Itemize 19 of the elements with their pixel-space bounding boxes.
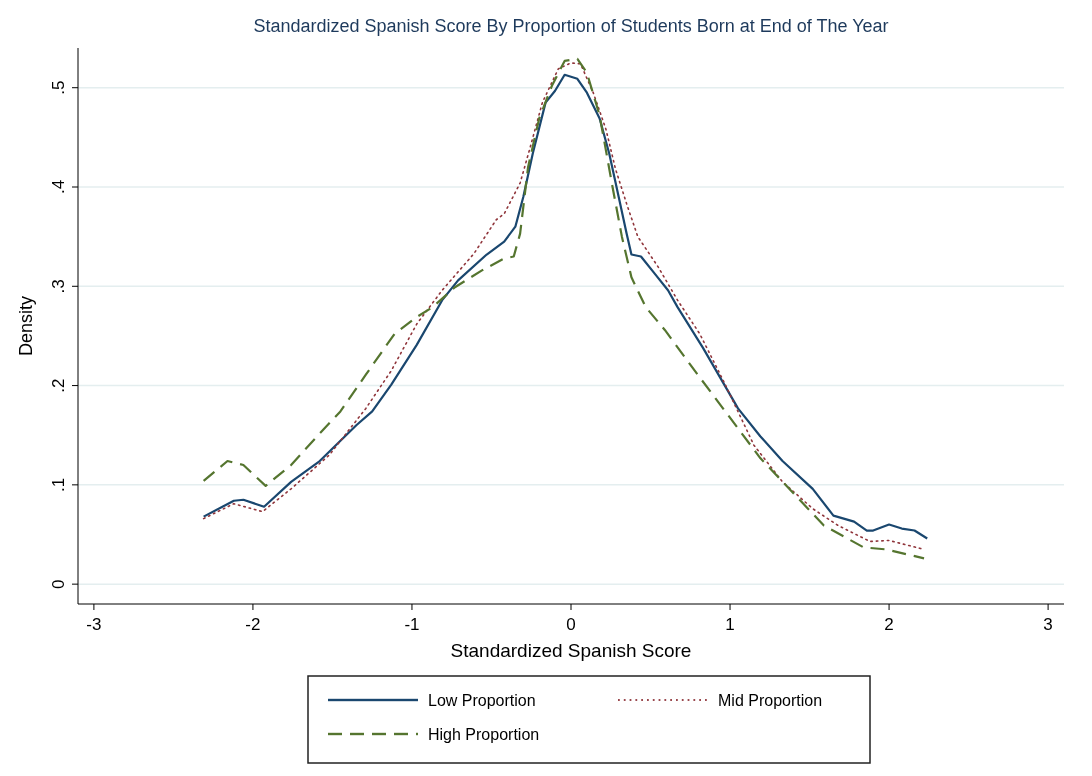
y-tick-label: .2	[49, 378, 68, 393]
x-tick-label: -2	[245, 615, 261, 634]
x-tick-label: 0	[566, 615, 576, 634]
y-tick-label: .1	[49, 477, 68, 492]
legend-label: Mid Proportion	[718, 692, 823, 709]
y-axis-title: Density	[16, 295, 36, 357]
y-tick-label: .4	[49, 179, 68, 195]
legend-label: High Proportion	[428, 726, 540, 743]
x-tick-label: 3	[1043, 615, 1053, 634]
x-tick-label: 2	[884, 615, 894, 634]
x-axis-title: Standardized Spanish Score	[450, 640, 692, 661]
y-tick-label: .3	[49, 279, 68, 294]
x-tick-label: -3	[86, 615, 102, 634]
x-tick-label: -1	[404, 615, 420, 634]
x-tick-label: 1	[725, 615, 735, 634]
y-tick-label: .5	[49, 80, 68, 95]
legend-label: Low Proportion	[428, 692, 536, 709]
chart-title: Standardized Spanish Score By Proportion of Students Born at End of The Year	[253, 16, 889, 36]
y-tick-label: 0	[49, 579, 68, 589]
